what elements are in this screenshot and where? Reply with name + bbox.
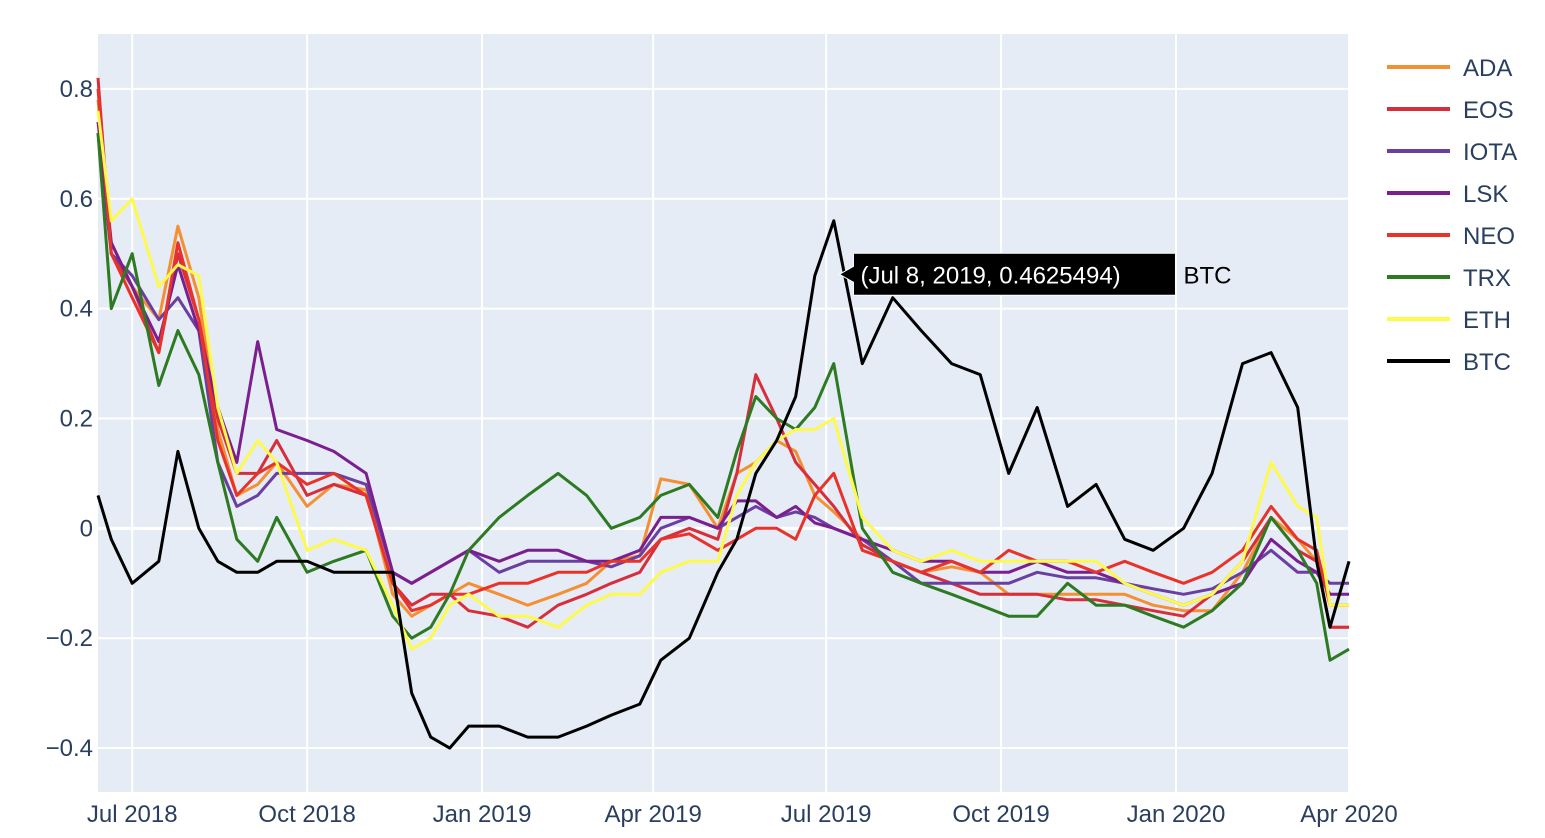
x-tick-label: Jul 2018 bbox=[87, 801, 178, 828]
legend[interactable]: ADA EOS IOTA LSK NEO TRX ETH BTC bbox=[1387, 55, 1517, 376]
gridlines bbox=[98, 34, 1350, 792]
y-tick-label: −0.4 bbox=[46, 735, 93, 762]
legend-item-eth[interactable]: ETH bbox=[1387, 307, 1511, 334]
tooltip-box bbox=[838, 252, 1176, 296]
y-tick-label: 0.8 bbox=[60, 76, 93, 103]
legend-item-iota[interactable]: IOTA bbox=[1387, 139, 1517, 166]
x-tick-label: Apr 2020 bbox=[1300, 801, 1397, 828]
y-tick-label: 0 bbox=[80, 515, 93, 542]
x-tick-label: Jan 2020 bbox=[1127, 801, 1226, 828]
y-tick-label: 0.6 bbox=[60, 186, 93, 213]
legend-item-lsk[interactable]: LSK bbox=[1387, 181, 1508, 208]
legend-item-ada[interactable]: ADA bbox=[1387, 55, 1512, 82]
x-axis-ticks: Jul 2018 Oct 2018 Jan 2019 Apr 2019 Jul 2019… bbox=[87, 801, 1398, 828]
hover-tooltip: (Jul 8, 2019, 0.4625494) BTC bbox=[838, 252, 1231, 296]
series-line-trx[interactable] bbox=[96, 132, 1350, 662]
x-tick-label: Apr 2019 bbox=[604, 801, 701, 828]
plot-background bbox=[98, 34, 1349, 792]
legend-label: ADA bbox=[1463, 55, 1512, 82]
legend-label: IOTA bbox=[1463, 139, 1517, 166]
y-tick-label: 0.4 bbox=[60, 296, 93, 323]
tooltip-series-name: BTC bbox=[1183, 262, 1231, 289]
x-tick-label: Jan 2019 bbox=[433, 801, 532, 828]
y-tick-label: 0.2 bbox=[60, 405, 93, 432]
series-line-eth[interactable] bbox=[96, 110, 1349, 651]
legend-label: LSK bbox=[1463, 181, 1508, 208]
legend-item-eos[interactable]: EOS bbox=[1387, 97, 1514, 124]
legend-label: ETH bbox=[1463, 307, 1511, 334]
legend-label: BTC bbox=[1463, 349, 1511, 376]
legend-item-trx[interactable]: TRX bbox=[1387, 265, 1511, 292]
series-line-ada[interactable] bbox=[96, 99, 1349, 629]
x-tick-label: Oct 2019 bbox=[952, 801, 1049, 828]
series-line-neo[interactable] bbox=[96, 88, 1349, 613]
legend-item-neo[interactable]: NEO bbox=[1387, 223, 1515, 250]
x-tick-label: Jul 2019 bbox=[781, 801, 872, 828]
x-tick-label: Oct 2018 bbox=[258, 801, 355, 828]
series-line-btc[interactable] bbox=[96, 219, 1351, 750]
series-lines bbox=[96, 77, 1351, 750]
y-axis-ticks: 0.8 0.6 0.4 0.2 0 −0.2 −0.4 bbox=[46, 76, 93, 762]
series-line-eos[interactable] bbox=[96, 77, 1349, 629]
legend-label: TRX bbox=[1463, 265, 1511, 292]
tooltip-text: (Jul 8, 2019, 0.4625494) bbox=[860, 262, 1120, 289]
y-tick-label: −0.2 bbox=[46, 625, 93, 652]
legend-item-btc[interactable]: BTC bbox=[1387, 349, 1511, 376]
legend-label: EOS bbox=[1463, 97, 1514, 124]
legend-label: NEO bbox=[1463, 223, 1515, 250]
